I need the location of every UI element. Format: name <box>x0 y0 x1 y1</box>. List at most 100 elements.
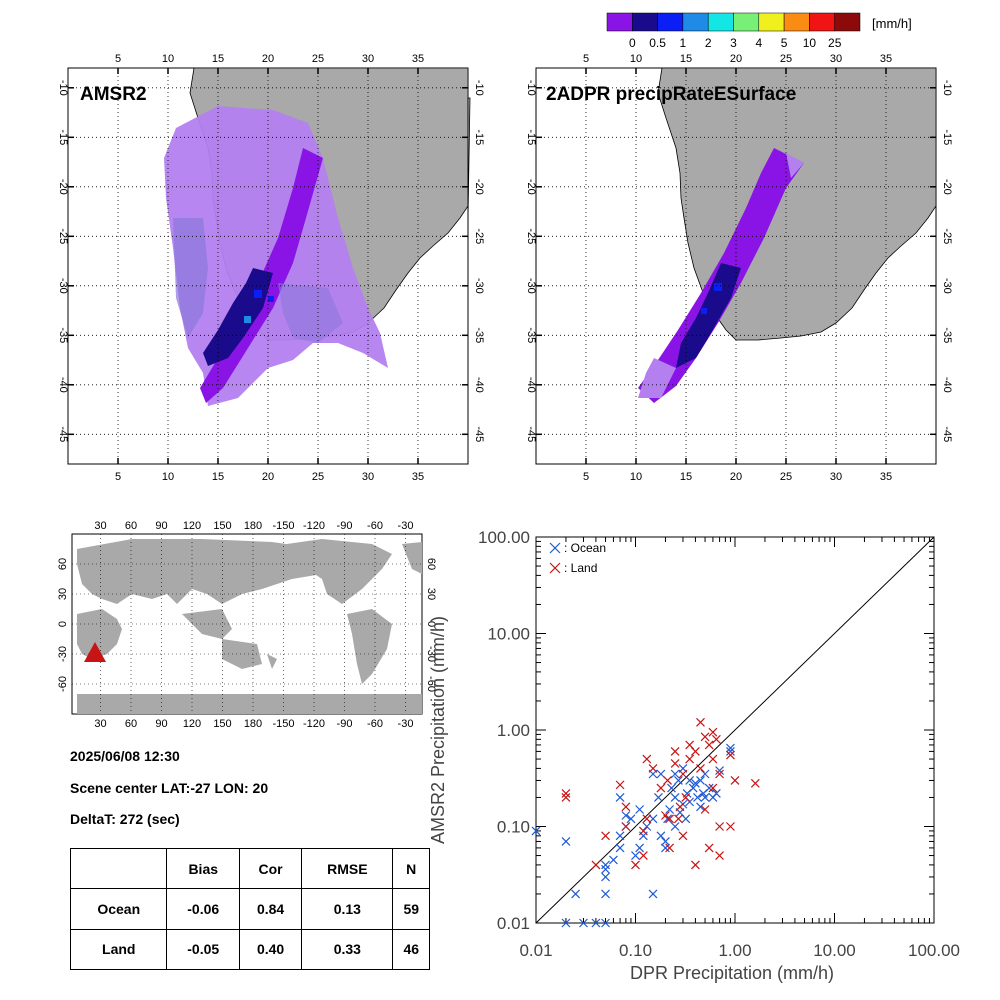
world-lat-tick-left: -30 <box>57 646 69 662</box>
lat-tick-label-left: -20 <box>525 179 537 195</box>
lat-tick-label-left: -15 <box>57 129 69 145</box>
colorbar-swatch <box>758 12 785 32</box>
scatter-axis-ticks: 0.01 0.01 0.10 0.10 1.00 1.00 10.00 10.00 100.00… <box>478 528 960 960</box>
ocean-point <box>726 743 735 753</box>
lon-tick-label-top: 25 <box>312 53 324 65</box>
lat-tick-label-right: -20 <box>941 179 953 195</box>
scatter-x-axis-label: DPR Precipitation (mm/h) <box>630 963 834 983</box>
land-point <box>678 831 688 841</box>
lat-tick-label-left: -10 <box>57 80 69 96</box>
colorbar-tick-label: 2 <box>705 36 712 50</box>
world-lon-tick-top: -60 <box>367 520 383 532</box>
lon-tick-label-top: 15 <box>212 53 224 65</box>
colorbar-swatch <box>783 12 810 32</box>
land-point <box>700 805 710 814</box>
dpr-graticule <box>536 68 936 464</box>
land-point <box>690 746 700 756</box>
lat-tick-label-left: -40 <box>57 377 69 393</box>
land-point <box>696 717 705 727</box>
ocean-point <box>661 837 670 846</box>
lon-tick-label-top: 35 <box>880 53 892 65</box>
ocean-point <box>561 837 571 846</box>
lat-tick-label-right: -30 <box>941 278 953 294</box>
lat-tick-label-left: -20 <box>57 179 69 195</box>
stats-header-cell: Bias <box>166 847 240 890</box>
y-tick-label: 0.10 <box>497 818 530 837</box>
ocean-point <box>690 778 700 788</box>
stats-header-cell: N <box>392 847 430 890</box>
lat-tick-label-right: -40 <box>941 377 953 393</box>
world-lat-tick-right: 60 <box>425 558 437 570</box>
ocean-point <box>696 776 705 785</box>
world-lon-tick-top: 180 <box>244 520 262 532</box>
land-point <box>681 793 691 802</box>
ocean-point <box>579 918 588 928</box>
land-point <box>665 814 674 824</box>
world-lon-tick-bottom: 120 <box>183 718 201 730</box>
ocean-point <box>601 872 610 882</box>
ocean-point <box>670 793 680 802</box>
world-lon-tick-bottom: -60 <box>367 718 383 730</box>
lon-tick-label-bottom: 10 <box>162 471 174 483</box>
land-point <box>750 778 760 788</box>
colorbar-tick-label: 0.5 <box>649 36 666 50</box>
land-point <box>726 822 735 831</box>
stats-cell: Ocean <box>69 888 168 930</box>
legend-land-marker <box>549 562 561 574</box>
colorbar-swatch <box>707 12 734 32</box>
lon-tick-label-top: 5 <box>583 53 589 65</box>
world-lon-tick-bottom: 180 <box>244 718 262 730</box>
lat-tick-label-right: -45 <box>941 426 953 442</box>
world-lat-tick-left: 0 <box>57 621 69 627</box>
land-point <box>708 783 718 793</box>
ocean-point <box>635 843 645 853</box>
land-point <box>673 814 683 824</box>
world-lat-tick-left: 60 <box>57 558 69 570</box>
ocean-point <box>601 889 610 899</box>
lat-tick-label-left: -30 <box>57 278 69 294</box>
colorbar-swatch <box>733 12 760 32</box>
land-point <box>708 754 718 764</box>
x-tick-label: 100.00 <box>908 941 960 960</box>
world-landmasses <box>77 539 422 714</box>
land-point <box>631 860 640 870</box>
lon-tick-label-top: 10 <box>162 53 174 65</box>
colorbar: 0 0.5 1 2 3 4 5 10 25 <box>606 12 861 50</box>
land-point <box>621 822 631 831</box>
scatter-plot: 0.01 0.01 0.10 0.10 1.00 1.00 10.00 10.00 100.00… <box>428 528 960 983</box>
ocean-point <box>615 843 625 853</box>
lon-tick-label-top: 30 <box>830 53 842 65</box>
world-lat-tick-right: 30 <box>425 588 437 600</box>
ocean-point <box>601 918 610 928</box>
land-point <box>715 851 725 860</box>
y-tick-label: 10.00 <box>487 625 530 644</box>
lat-tick-label-left: -10 <box>525 80 537 96</box>
world-lon-tick-top: -120 <box>303 520 325 532</box>
lat-tick-label-right: -30 <box>473 278 485 294</box>
scatter-legend: : Ocean : Land <box>549 541 606 575</box>
lon-tick-label-bottom: 15 <box>680 471 692 483</box>
colorbar-tick-label: 25 <box>828 36 842 50</box>
y-tick-label: 100.00 <box>478 528 530 547</box>
ocean-point <box>700 769 710 779</box>
world-lat-tick-right: -30 <box>425 646 437 662</box>
lon-tick-label-bottom: 30 <box>362 471 374 483</box>
lon-tick-label-bottom: 30 <box>830 471 842 483</box>
colorbar-unit: [mm/h] <box>872 16 912 31</box>
land-point <box>730 776 740 785</box>
stats-cell: Land <box>69 928 168 971</box>
ocean-point <box>561 918 571 928</box>
colorbar-swatch <box>809 12 835 32</box>
stats-header-cell: Cor <box>238 847 303 890</box>
lat-tick-label-right: -35 <box>473 327 485 343</box>
world-lon-tick-top: 90 <box>155 520 167 532</box>
land-point <box>715 769 725 779</box>
dpr-axis-ticks: 5 5 10 10 15 15 20 20 25 25 30 30 35 35 -10 -10 -15 -15 -2… <box>525 53 953 483</box>
colorbar-tick-label: 5 <box>781 36 788 50</box>
ocean-point <box>601 860 610 870</box>
lon-tick-label-top: 30 <box>362 53 374 65</box>
lat-tick-label-left: -45 <box>525 426 537 442</box>
amsr2-land-madagascar <box>467 97 471 219</box>
lat-tick-label-right: -15 <box>941 129 953 145</box>
lat-tick-label-left: -15 <box>525 129 537 145</box>
